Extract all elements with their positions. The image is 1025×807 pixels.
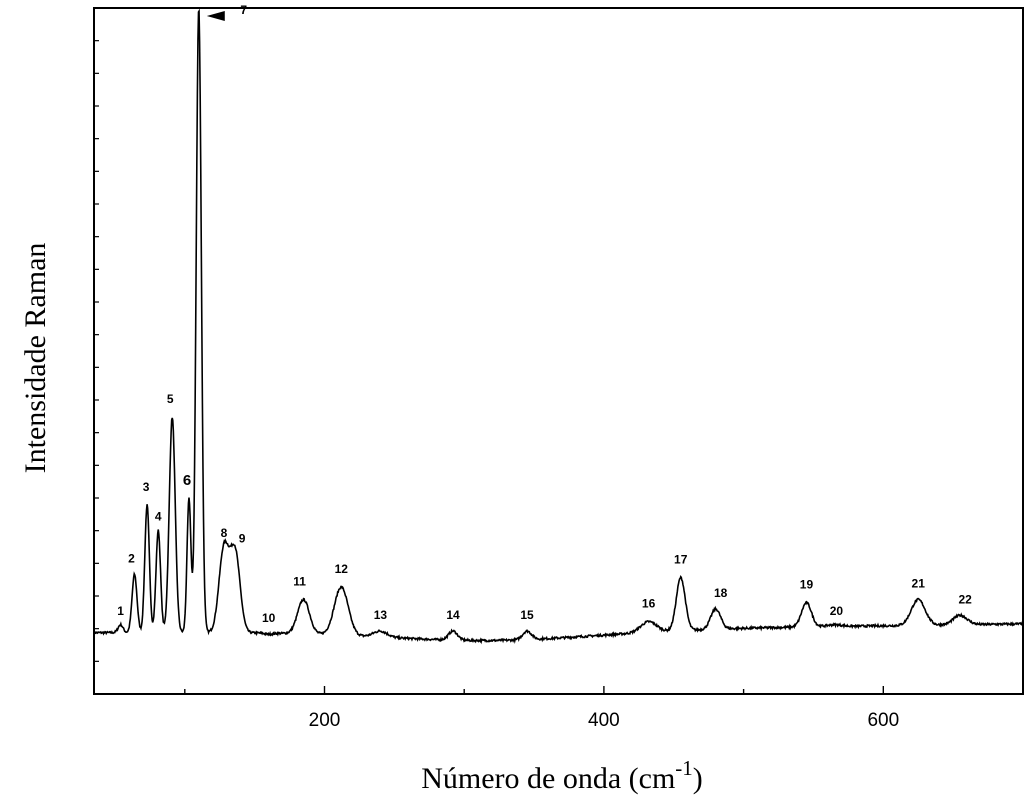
peak-label-22: 22 <box>958 592 972 606</box>
peak-label-16: 16 <box>642 597 656 611</box>
x-axis-label-main: Número de onda (cm <box>421 762 675 795</box>
x-tick-label: 400 <box>588 710 620 731</box>
peak-label-4: 4 <box>155 509 162 523</box>
peak-label-15: 15 <box>520 608 534 622</box>
plot-frame <box>93 7 1024 695</box>
peak-label-6: 6 <box>183 472 191 489</box>
peak-label-7: 7 <box>240 3 247 17</box>
peak-7-arrow <box>206 11 225 21</box>
x-axis-label-close: ) <box>693 762 703 795</box>
peak-label-21: 21 <box>912 577 926 591</box>
x-axis-label: Número de onda (cm-1) <box>421 756 703 795</box>
peak-label-14: 14 <box>446 608 460 622</box>
peak-label-20: 20 <box>830 604 844 618</box>
peak-label-10: 10 <box>262 611 276 625</box>
spectrum-line <box>93 8 1024 645</box>
peak-label-2: 2 <box>128 551 135 565</box>
peak-label-9: 9 <box>239 531 246 545</box>
x-axis-label-sup: -1 <box>675 756 693 780</box>
peak-label-19: 19 <box>800 578 814 592</box>
peak-label-8: 8 <box>221 526 228 540</box>
y-axis-ticks <box>94 40 99 662</box>
peak-label-1: 1 <box>117 604 124 618</box>
peak-label-12: 12 <box>335 562 349 576</box>
peak-label-17: 17 <box>674 553 688 567</box>
peak-label-11: 11 <box>293 575 306 589</box>
peak-label-13: 13 <box>374 608 388 622</box>
peak-label-5: 5 <box>167 392 174 406</box>
peak-label-18: 18 <box>714 586 728 600</box>
x-axis-ticks: 200 400 600 <box>184 686 1024 731</box>
x-tick-label: 600 <box>867 710 899 731</box>
y-axis-label: Intensidade Raman <box>19 243 52 474</box>
peak-label-3: 3 <box>143 480 150 494</box>
x-tick-label: 200 <box>309 710 341 731</box>
